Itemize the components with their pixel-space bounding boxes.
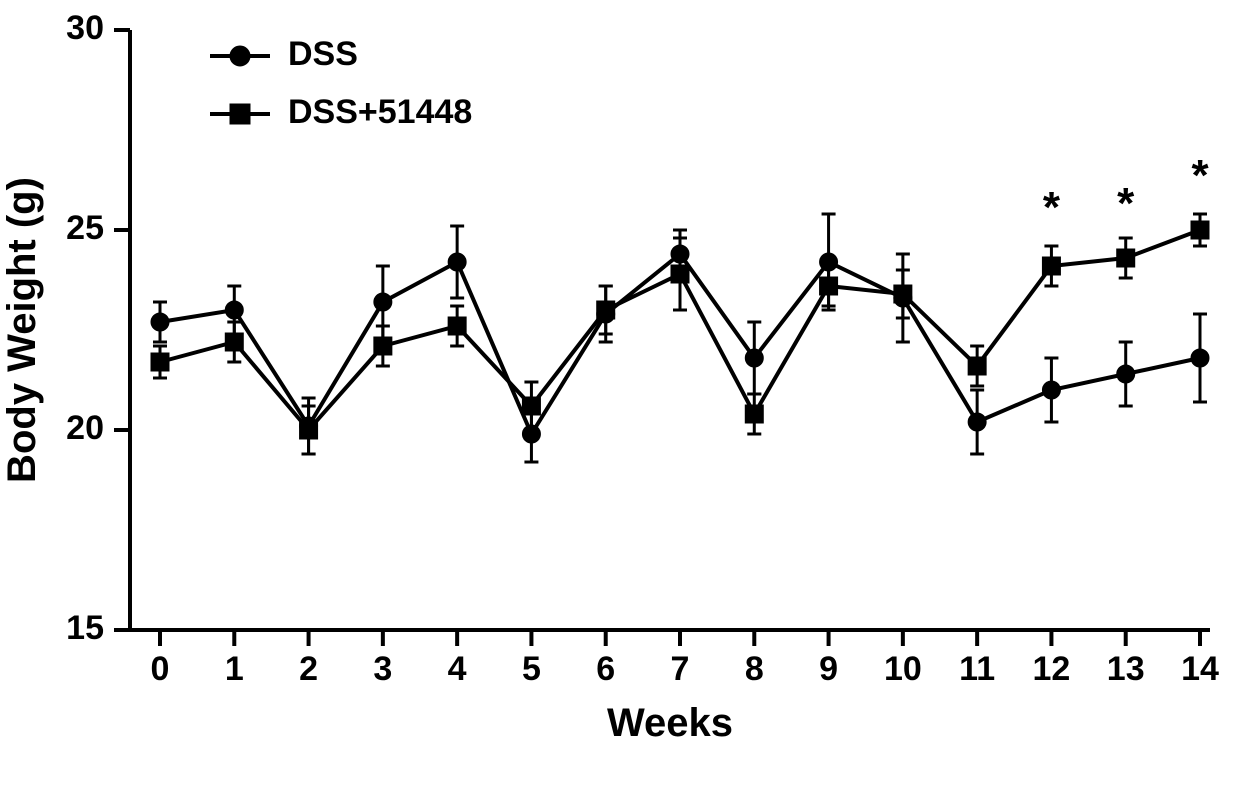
y-axis-label: Body Weight (g) bbox=[0, 177, 44, 483]
x-axis-label: Weeks bbox=[607, 701, 733, 745]
x-tick-label: 13 bbox=[1107, 650, 1145, 688]
significance-star: * bbox=[1191, 151, 1209, 200]
data-marker bbox=[300, 421, 318, 439]
data-marker bbox=[745, 405, 763, 423]
legend-label: DSS bbox=[288, 35, 358, 73]
legend-label: DSS+51448 bbox=[288, 93, 472, 131]
y-tick-label: 20 bbox=[66, 409, 104, 447]
data-marker bbox=[448, 317, 466, 335]
x-tick-label: 10 bbox=[884, 650, 922, 688]
x-tick-label: 5 bbox=[522, 650, 541, 688]
x-tick-label: 4 bbox=[448, 650, 467, 688]
x-tick-label: 11 bbox=[959, 650, 995, 688]
data-marker bbox=[1191, 221, 1209, 239]
data-marker bbox=[745, 349, 763, 367]
significance-star: * bbox=[1043, 183, 1061, 232]
data-marker bbox=[820, 277, 838, 295]
data-marker bbox=[1117, 365, 1135, 383]
data-marker bbox=[1042, 381, 1060, 399]
x-tick-label: 0 bbox=[151, 650, 170, 688]
x-tick-label: 6 bbox=[596, 650, 615, 688]
data-marker bbox=[374, 293, 392, 311]
data-marker bbox=[894, 285, 912, 303]
x-tick-label: 14 bbox=[1181, 650, 1219, 688]
y-tick-label: 30 bbox=[66, 9, 104, 47]
data-marker bbox=[671, 265, 689, 283]
x-tick-label: 8 bbox=[745, 650, 764, 688]
data-marker bbox=[448, 253, 466, 271]
significance-star: * bbox=[1117, 179, 1135, 228]
x-tick-label: 1 bbox=[225, 650, 244, 688]
data-marker bbox=[968, 357, 986, 375]
legend-marker bbox=[230, 104, 250, 124]
data-marker bbox=[1191, 349, 1209, 367]
data-marker bbox=[597, 301, 615, 319]
y-tick-label: 25 bbox=[66, 209, 104, 247]
data-marker bbox=[151, 353, 169, 371]
x-tick-label: 7 bbox=[671, 650, 690, 688]
x-tick-label: 12 bbox=[1033, 650, 1071, 688]
legend-marker bbox=[230, 46, 250, 66]
data-marker bbox=[522, 397, 540, 415]
data-marker bbox=[374, 337, 392, 355]
data-marker bbox=[151, 313, 169, 331]
y-tick-label: 15 bbox=[66, 609, 104, 647]
data-marker bbox=[225, 301, 243, 319]
x-tick-label: 9 bbox=[819, 650, 838, 688]
body-weight-chart: 1520253001234567891011121314Body Weight … bbox=[0, 0, 1240, 789]
data-marker bbox=[968, 413, 986, 431]
data-marker bbox=[1042, 257, 1060, 275]
x-tick-label: 2 bbox=[299, 650, 318, 688]
x-tick-label: 3 bbox=[373, 650, 392, 688]
data-marker bbox=[1117, 249, 1135, 267]
data-marker bbox=[225, 333, 243, 351]
